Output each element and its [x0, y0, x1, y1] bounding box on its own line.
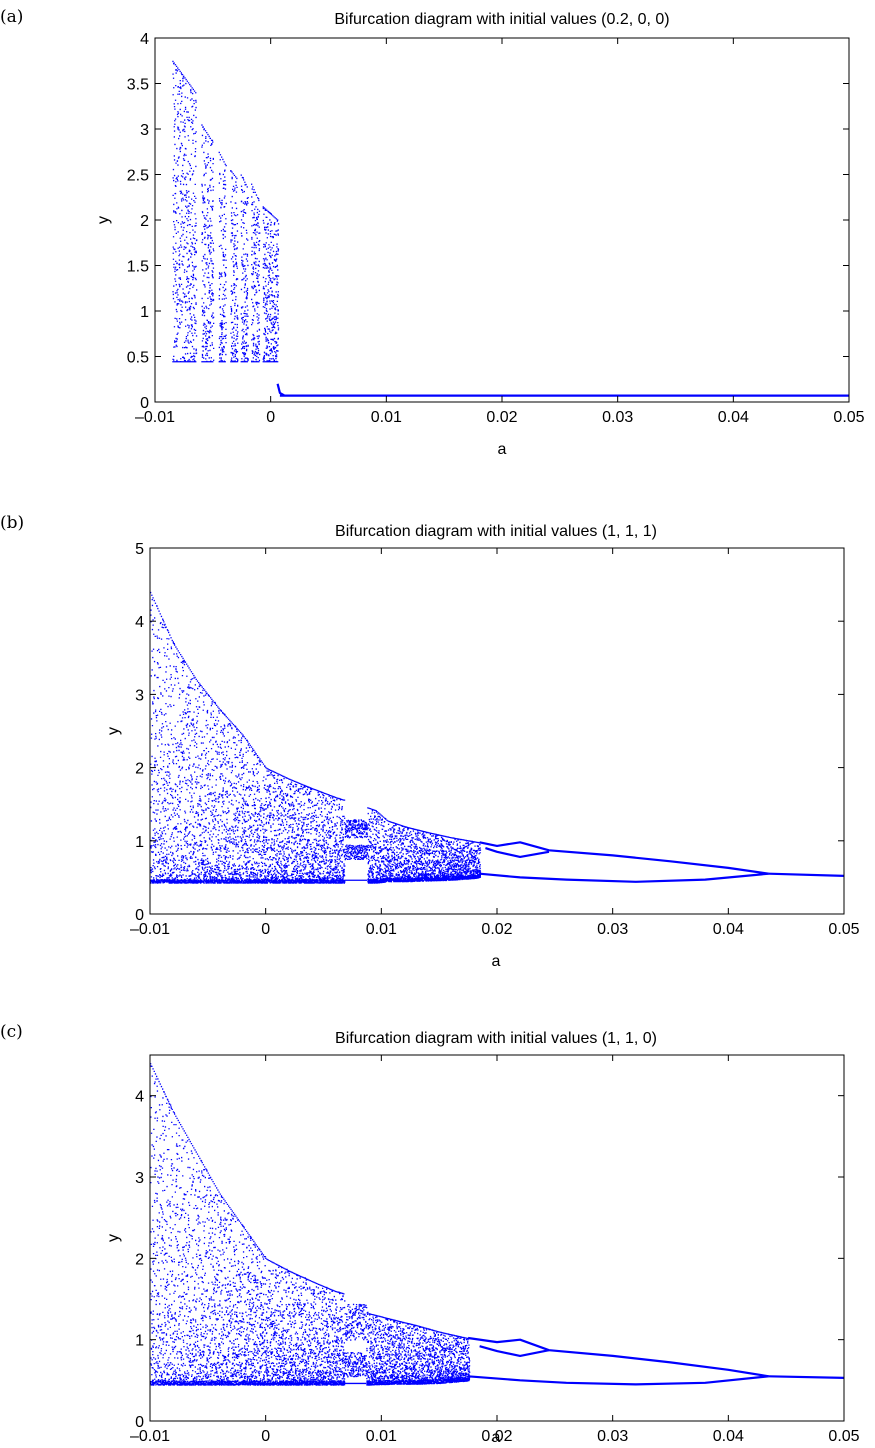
panel-b-y-ticks: 0 1 2 3 4 5 [135, 541, 844, 924]
x-tick-label: –0.01 [130, 1428, 170, 1445]
y-tick-label: 2 [140, 213, 149, 230]
x-tick-label: 0.03 [597, 921, 628, 938]
panel-c: (c) Bifurcation diagram with initial val… [0, 1022, 860, 1446]
x-tick-label: 0 [261, 921, 270, 938]
y-tick-label: 2 [135, 761, 144, 778]
panel-a-label: (a) [0, 7, 23, 27]
x-tick-label: 0 [266, 409, 275, 426]
scatter-points [172, 60, 280, 363]
panel-b: (b) Bifurcation diagram with initial val… [0, 513, 860, 970]
panel-b-title: Bifurcation diagram with initial values … [335, 523, 657, 540]
panel-c-axes-box [149, 1054, 845, 1422]
y-tick-label: 4 [135, 614, 144, 631]
x-tick-label: 0.05 [833, 409, 864, 426]
x-tick-label: 0 [261, 1428, 270, 1445]
y-tick-label: 4 [135, 1089, 144, 1106]
y-tick-label: 1 [135, 834, 144, 851]
x-tick-label: 0.03 [602, 409, 633, 426]
panel-b-x-axis-label: a [492, 953, 501, 970]
y-tick-label: 4 [140, 31, 149, 48]
y-tick-label: 0 [140, 395, 149, 412]
y-tick-label: 1 [140, 304, 149, 321]
panel-c-title: Bifurcation diagram with initial values … [335, 1030, 657, 1047]
x-tick-label: 0.02 [486, 409, 517, 426]
x-tick-label: –0.01 [135, 409, 175, 426]
panel-b-axes-box [149, 547, 845, 915]
y-tick-label: 3 [140, 122, 149, 139]
branch-lower [468, 1375, 769, 1386]
panel-b-points [150, 591, 845, 884]
panel-c-y-ticks: 0 1 2 3 4 [135, 1089, 844, 1431]
y-tick-label: 2.5 [127, 168, 149, 185]
branch-transient [276, 383, 286, 397]
scatter-points [150, 1063, 471, 1386]
x-tick-label: 0.04 [713, 1428, 744, 1445]
branch-upper-outer [479, 841, 769, 875]
y-tick-label: 3.5 [127, 77, 149, 94]
panel-a-x-ticks: –0.01 0 0.01 0.02 0.03 0.04 0.05 [135, 38, 865, 426]
panel-b-x-ticks: –0.01 0 0.01 0.02 0.03 0.04 0.05 [130, 548, 860, 938]
panel-a-points [172, 60, 849, 397]
y-tick-label: 1.5 [127, 259, 149, 276]
x-tick-label: 0.03 [597, 1428, 628, 1445]
panel-a-y-axis-label: y [95, 216, 112, 224]
panel-c-x-ticks: –0.01 0 0.01 0.02 0.03 0.04 0.05 [130, 1055, 860, 1445]
x-tick-label: 0.01 [366, 921, 397, 938]
panel-a-axes-box [154, 37, 850, 403]
panel-a: (a) Bifurcation diagram with initial val… [0, 7, 865, 458]
y-tick-label: 1 [135, 1333, 144, 1350]
x-tick-label: 0.05 [828, 1428, 859, 1445]
x-tick-label: 0.05 [828, 921, 859, 938]
panel-b-label: (b) [0, 513, 24, 533]
panel-b-y-axis-label: y [105, 727, 122, 735]
y-tick-label: 5 [135, 541, 144, 558]
panel-c-points [150, 1063, 845, 1386]
branch-lower [479, 872, 769, 883]
panel-c-label: (c) [0, 1022, 23, 1042]
x-tick-label: 0.01 [366, 1428, 397, 1445]
y-tick-label: 3 [135, 1170, 144, 1187]
y-tick-label: 0.5 [127, 350, 149, 367]
panel-a-y-ticks: 0 0.5 1 1.5 2 2.5 3 3.5 4 [127, 31, 849, 412]
y-tick-label: 0 [135, 1414, 144, 1431]
x-tick-label: 0.04 [713, 921, 744, 938]
x-tick-label: –0.01 [130, 921, 170, 938]
branch-period-1 [768, 1375, 845, 1379]
panel-a-x-axis-label: a [498, 441, 507, 458]
y-tick-label: 2 [135, 1251, 144, 1268]
branch-period-1 [768, 872, 845, 877]
scatter-points [150, 591, 482, 884]
x-tick-label: 0.02 [481, 1428, 512, 1445]
branch-upper-inner [485, 847, 550, 859]
x-tick-label: 0.01 [371, 409, 402, 426]
branch-upper-outer [467, 1336, 769, 1378]
x-tick-label: 0.04 [718, 409, 749, 426]
y-tick-label: 0 [135, 907, 144, 924]
branch-upper-inner [479, 1345, 550, 1358]
panel-a-title: Bifurcation diagram with initial values … [334, 11, 669, 28]
x-tick-label: 0.02 [481, 921, 512, 938]
panel-c-x-axis-label: a [492, 1429, 501, 1446]
panel-c-y-axis-label: y [105, 1234, 122, 1242]
y-tick-label: 3 [135, 687, 144, 704]
